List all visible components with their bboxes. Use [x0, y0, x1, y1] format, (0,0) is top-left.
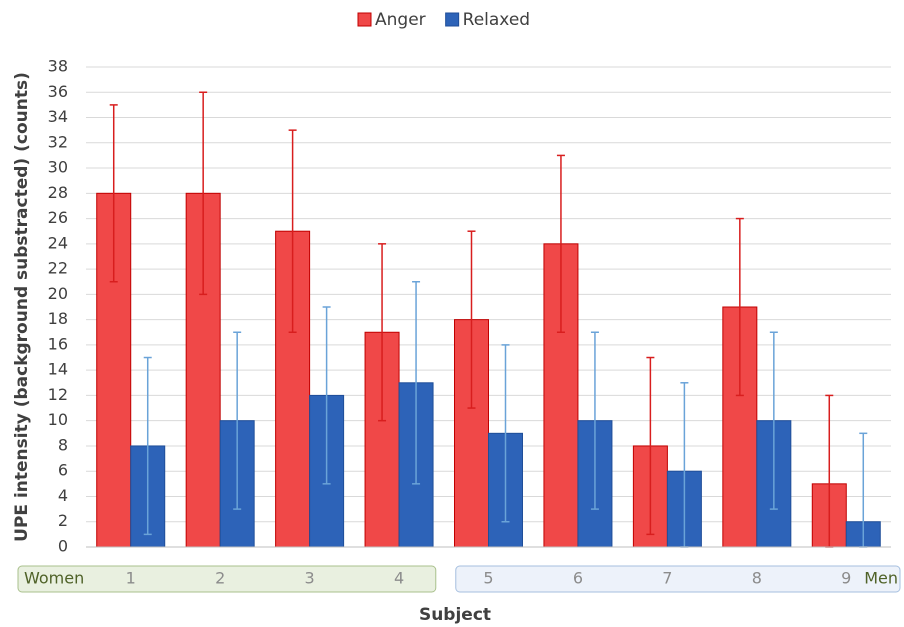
error-bar [735, 217, 744, 397]
y-tick-label: 36 [48, 82, 68, 101]
error-bar [646, 356, 655, 536]
error-bar [199, 91, 208, 296]
y-tick-label: 18 [48, 309, 68, 328]
x-tick-label: 2 [215, 569, 225, 588]
x-tick-label: 5 [483, 569, 493, 588]
x-tick-label: 9 [841, 569, 851, 588]
y-tick-label: 30 [48, 158, 68, 177]
y-axis-label: UPE intensity (background substracted) (… [12, 72, 32, 542]
y-tick-label: 26 [48, 208, 68, 227]
x-tick-label: 7 [662, 569, 672, 588]
error-bar [467, 230, 476, 409]
y-tick-label: 12 [48, 385, 68, 404]
y-tick-label: 28 [48, 183, 68, 202]
error-bar [109, 104, 118, 283]
legend-label: Anger [375, 10, 426, 30]
y-tick-label: 24 [48, 233, 68, 252]
y-tick-label: 0 [58, 537, 68, 556]
error-bar [769, 331, 778, 510]
group-box [455, 565, 901, 593]
y-tick-label: 20 [48, 284, 68, 303]
error-bar [288, 129, 297, 334]
legend-swatch [445, 12, 460, 27]
y-tick-label: 10 [48, 410, 68, 429]
legend-swatch [357, 12, 372, 27]
group-box [17, 565, 437, 593]
legend-label: Relaxed [463, 10, 530, 30]
error-bar [556, 154, 565, 334]
error-bar [590, 331, 599, 510]
group-label: Men [864, 569, 898, 588]
y-tick-label: 16 [48, 334, 68, 353]
x-tick-label: 1 [126, 569, 136, 588]
y-tick-label: 8 [58, 435, 68, 454]
group-label: Women [24, 569, 84, 588]
error-bar [143, 356, 152, 536]
error-bar [233, 331, 242, 510]
y-tick-label: 32 [48, 132, 68, 151]
error-bar [501, 344, 510, 523]
x-tick-label: 4 [394, 569, 404, 588]
y-tick-label: 34 [48, 107, 68, 126]
error-bar [412, 280, 421, 485]
y-tick-label: 6 [58, 461, 68, 480]
y-tick-label: 14 [48, 360, 68, 379]
x-tick-label: 6 [573, 569, 583, 588]
x-tick-label: 8 [752, 569, 762, 588]
x-axis-label: Subject [419, 605, 491, 625]
y-tick-label: 2 [58, 511, 68, 530]
x-tick-label: 3 [305, 569, 315, 588]
error-bar [322, 306, 331, 485]
y-tick-label: 38 [48, 57, 68, 76]
y-tick-label: 22 [48, 259, 68, 278]
y-tick-label: 4 [58, 486, 68, 505]
error-bar [378, 243, 387, 422]
